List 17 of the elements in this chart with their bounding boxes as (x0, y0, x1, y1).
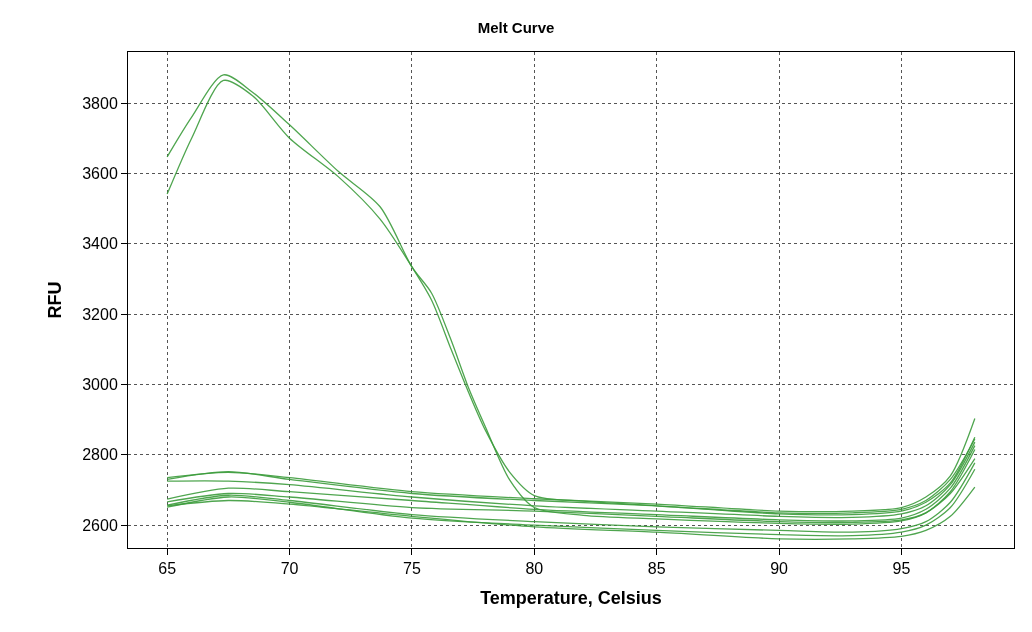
y-tick-label: 2600 (82, 516, 118, 534)
y-tick-label: 3400 (82, 235, 118, 253)
y-tick-label: 3000 (82, 376, 118, 394)
x-tick-label: 70 (280, 560, 299, 578)
x-axis-title: Temperature, Celsius (480, 588, 662, 609)
x-tick-label: 80 (525, 560, 544, 578)
y-tick-label: 3800 (82, 94, 118, 112)
x-tick-label: 85 (647, 560, 666, 578)
x-tick-label: 95 (892, 560, 911, 578)
x-tick-label: 75 (403, 560, 421, 578)
y-tick-label: 2800 (82, 446, 118, 464)
y-tick-label: 3600 (82, 164, 118, 182)
y-tick-label: 3200 (82, 305, 118, 323)
y-axis-title: RFU (45, 281, 66, 319)
x-tick-label: 90 (770, 560, 789, 578)
x-tick-label: 65 (158, 560, 177, 578)
chart-title: Melt Curve (477, 18, 555, 36)
